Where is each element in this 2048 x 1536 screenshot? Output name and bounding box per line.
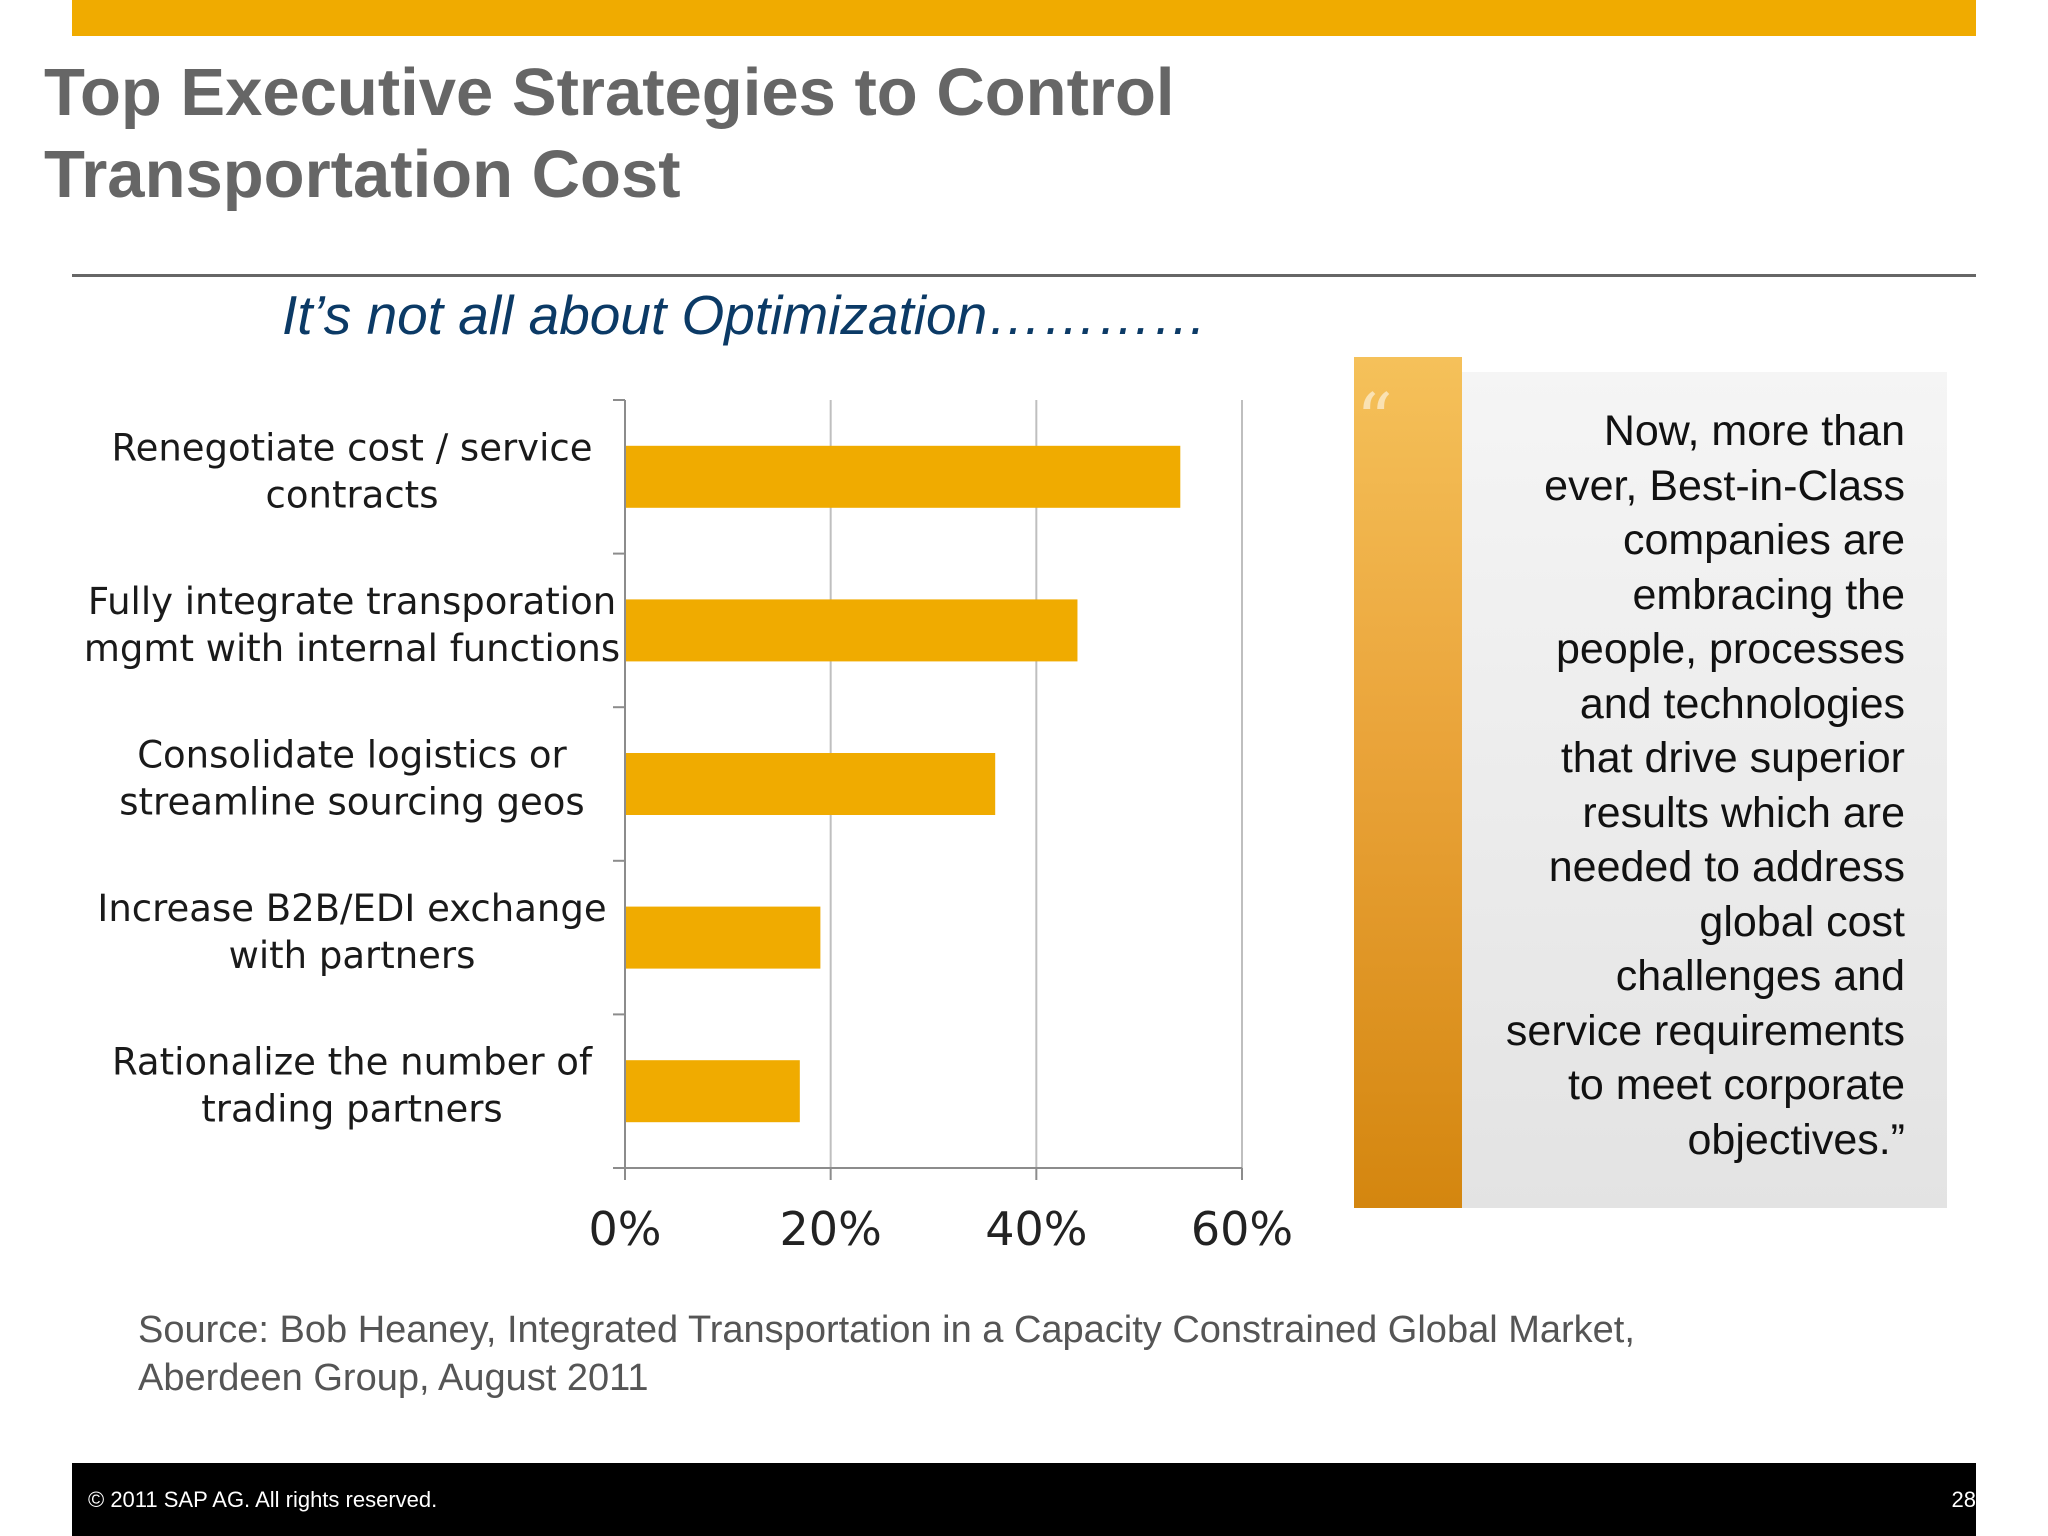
axis-layer xyxy=(613,399,1243,1180)
quote-line: embracing the xyxy=(1632,570,1906,619)
page-number: 28 xyxy=(1951,1487,1976,1512)
quote-line: objectives.” xyxy=(1687,1115,1905,1164)
copyright-text: © 2011 SAP AG. All rights reserved. xyxy=(88,1487,438,1512)
slide-title: Top Executive Strategies to Control Tran… xyxy=(44,52,1344,216)
category-label-line: streamline sourcing geos xyxy=(119,781,584,824)
quote-line: and technologies xyxy=(1579,679,1905,728)
category-label: Fully integrate transporation mgmt with i… xyxy=(84,580,620,670)
category-label-line: Consolidate logistics or xyxy=(137,734,567,777)
bar xyxy=(625,445,1181,508)
category-label: Renegotiate cost / service contracts xyxy=(112,426,593,516)
bar xyxy=(625,599,1078,662)
category-label: Increase B2B/EDI exchange with partners xyxy=(97,887,606,977)
footer-bar xyxy=(72,1463,1976,1536)
bar-chart: Renegotiate cost / service contracts Fully… xyxy=(84,399,1294,1256)
quote-line: that drive superior xyxy=(1560,734,1905,782)
quote-line: Now, more than xyxy=(1603,407,1905,455)
quote-text: Now, more than ever, Best-in-Class compani… xyxy=(1470,404,1905,1167)
x-tick-label: 0% xyxy=(589,1202,662,1256)
slide-subtitle: It’s not all about Optimization………… xyxy=(282,284,1208,346)
x-tick-label: 40% xyxy=(985,1202,1087,1256)
quote-line: needed to address xyxy=(1548,843,1905,891)
category-label-line: Increase B2B/EDI exchange xyxy=(97,887,606,930)
quote-line: challenges and xyxy=(1615,952,1905,1000)
source-line: Source: Bob Heaney, Integrated Transport… xyxy=(138,1309,1635,1351)
quote-line: results which are xyxy=(1582,788,1905,837)
category-label-line: contracts xyxy=(266,473,439,516)
bar-layer xyxy=(625,445,1181,1123)
category-label-line: trading partners xyxy=(201,1088,502,1131)
slide-title-line: Transportation Cost xyxy=(44,137,681,212)
category-label: Rationalize the number of trading partner… xyxy=(112,1041,593,1131)
slide-title-line: Top Executive Strategies to Control xyxy=(44,55,1175,130)
source-line: Aberdeen Group, August 2011 xyxy=(138,1357,649,1399)
category-label: Consolidate logistics or streamline sourc… xyxy=(119,734,584,824)
x-tick-label: 20% xyxy=(780,1202,882,1256)
bar xyxy=(625,1060,800,1123)
category-label-line: Fully integrate transporation xyxy=(88,580,616,623)
quote-mark-icon: “ xyxy=(1356,378,1393,462)
category-label-line: Renegotiate cost / service xyxy=(112,426,593,469)
x-tick-label: 60% xyxy=(1191,1202,1293,1256)
quote-line: people, processes xyxy=(1556,625,1905,673)
category-label-line: with partners xyxy=(229,934,476,977)
source-citation: Source: Bob Heaney, Integrated Transport… xyxy=(138,1306,1838,1402)
bar xyxy=(625,906,821,969)
quote-line: to meet corporate xyxy=(1567,1061,1905,1109)
category-label-layer: Renegotiate cost / service contracts Fully… xyxy=(84,426,620,1130)
quote-line: global cost xyxy=(1699,897,1905,946)
category-label-line: mgmt with internal functions xyxy=(84,627,620,670)
tick-label-layer: 0% 20% 40% 60% xyxy=(589,1202,1294,1256)
category-label-line: Rationalize the number of xyxy=(112,1041,593,1084)
bar xyxy=(625,753,996,815)
quote-line: service requirements xyxy=(1505,1006,1905,1055)
quote-accent-stripe xyxy=(1354,357,1462,1208)
quote-line: ever, Best-in-Class xyxy=(1544,461,1905,510)
quote-line: companies are xyxy=(1622,516,1905,564)
top-accent-bar xyxy=(72,0,1976,36)
quote-box xyxy=(1462,372,1947,1208)
title-divider xyxy=(72,274,1976,277)
